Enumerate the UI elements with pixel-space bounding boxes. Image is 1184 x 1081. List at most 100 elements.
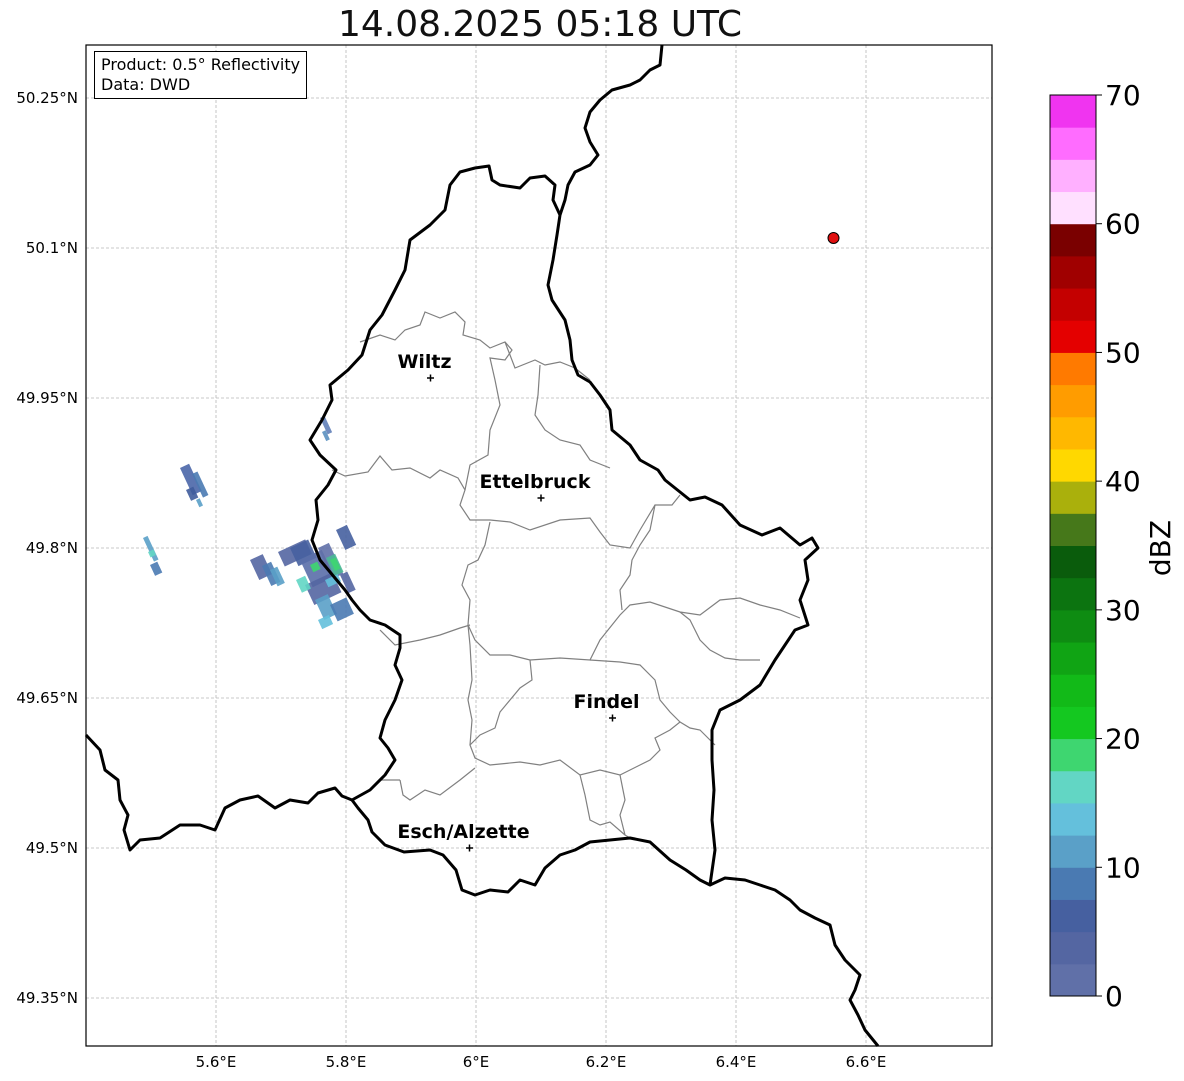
colorbar: 0 10 20 30 40 50 60 70 dBZ [1049, 79, 1177, 1013]
colorbar-segment [1050, 159, 1096, 193]
lat-tick-label: 49.95°N [16, 389, 78, 407]
lon-tick-label: 5.8°E [326, 1053, 367, 1071]
map-area[interactable]: Wiltz Ettelbruck Findel Esch/Alzette [84, 44, 993, 1047]
colorbar-tick-label: 20 [1105, 723, 1141, 756]
colorbar-segment [1050, 642, 1096, 675]
colorbar-tick-label: 0 [1105, 980, 1123, 1013]
canton-border-west [467, 624, 473, 746]
map-background [86, 45, 992, 1046]
echo-cell [335, 524, 357, 550]
city-label: Findel [573, 691, 639, 713]
echo-cell [321, 430, 330, 442]
colorbar-segment [1050, 127, 1096, 160]
echo-cell [295, 575, 311, 593]
colorbar-segment [1050, 835, 1096, 868]
colorbar-segment [1050, 384, 1096, 418]
colorbar-segment [1050, 674, 1096, 707]
colorbar-segment [1050, 191, 1096, 225]
lon-tick-label: 6.2°E [586, 1053, 627, 1071]
canton-border-grevenmacher [619, 504, 656, 611]
echo-cell [148, 549, 156, 558]
country-border-germany-north [558, 44, 664, 216]
lat-tick-label: 50.1°N [26, 239, 78, 257]
canton-border-findel [589, 659, 681, 723]
colorbar-segment [1050, 706, 1096, 740]
product-text: Product: 0.5° Reflectivity [101, 55, 301, 74]
canton-border-lux [469, 659, 716, 776]
canton-border-south [380, 774, 626, 836]
axis-tick-labels: 5.6°E 5.8°E 6°E 6.2°E 6.4°E 6.6°E 50.25°N 50.1°… [16, 89, 886, 1071]
colorbar-tick-label: 40 [1105, 465, 1141, 498]
echo-cell [180, 463, 202, 496]
colorbar-tick-label: 60 [1105, 208, 1141, 241]
data-source-text: Data: DWD [101, 75, 191, 94]
echo-cell [309, 561, 321, 573]
colorbar-segment [1050, 963, 1096, 997]
colorbar-segment [1050, 255, 1096, 289]
country-border-france-belgium [84, 733, 353, 852]
city-ettelbruck: Ettelbruck [480, 471, 591, 502]
echo-cell [317, 614, 334, 630]
lon-tick-label: 6.4°E [716, 1053, 757, 1071]
lat-tick-label: 50.25°N [16, 89, 78, 107]
colorbar-tick-label: 10 [1105, 851, 1141, 884]
canton-border-diekirch [534, 364, 611, 469]
radar-site-marker[interactable] [827, 232, 840, 244]
city-label: Esch/Alzette [397, 821, 529, 843]
city-wiltz: Wiltz [397, 351, 452, 382]
echo-cell [149, 561, 163, 576]
canton-border-north [331, 455, 681, 549]
canton-border-capellen [379, 624, 471, 646]
colorbar-segment [1050, 770, 1096, 804]
city-findel: Findel [573, 691, 640, 722]
colorbar-segment [1050, 931, 1096, 965]
lat-tick-label: 49.65°N [16, 689, 78, 707]
echo-cell [185, 486, 199, 501]
lat-tick-label: 49.5°N [26, 839, 78, 857]
colorbar-segment [1050, 513, 1096, 546]
radar-echoes [142, 415, 357, 630]
colorbar-segment [1050, 95, 1096, 128]
colorbar-segment [1050, 481, 1096, 514]
city-label: Ettelbruck [480, 471, 591, 493]
canton-borders [331, 311, 801, 839]
colorbar-segment [1050, 802, 1096, 836]
colorbar-segment [1050, 223, 1096, 257]
echo-cell [315, 594, 337, 620]
canton-border-wiltz [359, 311, 513, 491]
country-border-luxembourg [308, 164, 820, 897]
colorbar-segment [1050, 288, 1096, 321]
colorbar-segment [1050, 416, 1096, 450]
echo-cell [340, 571, 356, 594]
canton-border-remich [619, 774, 631, 839]
map-frame [85, 44, 993, 1047]
map-title: 14.08.2025 05:18 UTC [337, 4, 743, 45]
echo-cell [330, 557, 341, 571]
colorbar-tick-label: 50 [1105, 336, 1141, 369]
lon-tick-label: 5.6°E [196, 1053, 237, 1071]
colorbar-label: dBZ [1144, 520, 1177, 576]
colorbar-frame [1049, 94, 1097, 997]
echo-cell [325, 574, 342, 588]
canton-border-esch [399, 767, 476, 801]
lat-tick-label: 49.8°N [26, 539, 78, 557]
colorbar-segment [1050, 609, 1096, 643]
lon-tick-label: 6.6°E [846, 1053, 887, 1071]
colorbar-segment [1050, 867, 1096, 900]
echo-cell [192, 471, 209, 498]
lon-tick-label: 6°E [463, 1053, 490, 1071]
echo-cell [269, 566, 285, 587]
gridlines [86, 45, 992, 1046]
city-esch-alzette: Esch/Alzette [397, 821, 530, 852]
colorbar-segment [1050, 448, 1096, 482]
colorbar-tick-label: 30 [1105, 594, 1141, 627]
colorbar-segment [1050, 899, 1096, 933]
colorbar-segment [1050, 545, 1096, 579]
info-box: Product: 0.5° Reflectivity Data: DWD [94, 51, 308, 99]
colorbar-segment [1050, 577, 1096, 611]
canton-border-east [679, 611, 760, 661]
canton-border-mersch [461, 521, 801, 661]
colorbar-segment [1050, 352, 1096, 386]
lat-tick-label: 49.35°N [16, 989, 78, 1007]
